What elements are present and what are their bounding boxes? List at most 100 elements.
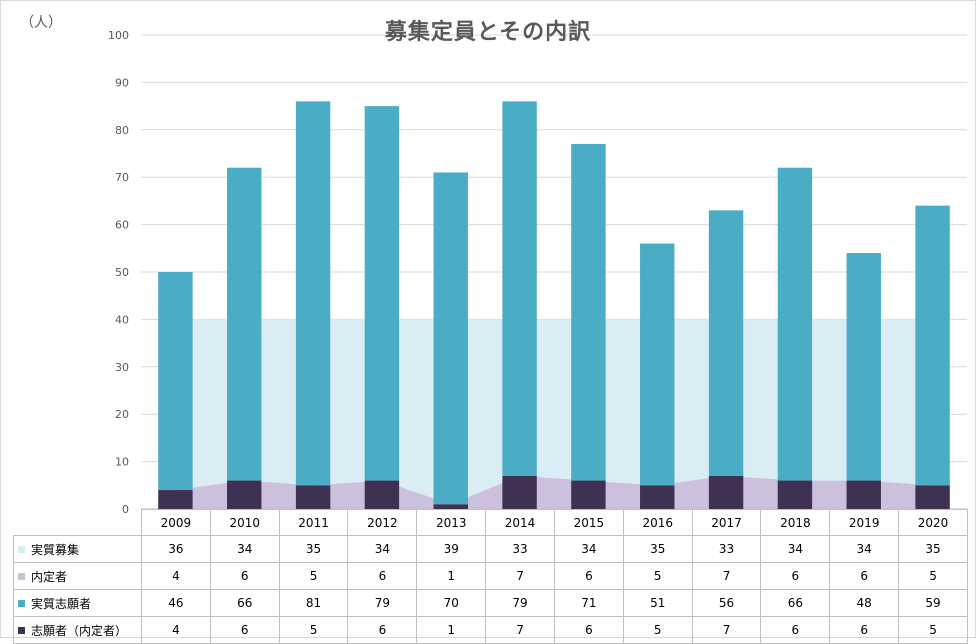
- data-label: 4: [141, 562, 211, 590]
- data-label: 48: [829, 589, 900, 617]
- chart-title: 募集定員とその内訳: [384, 20, 592, 45]
- x-tick-label: 2019: [829, 509, 900, 536]
- x-tick-label: 2011: [278, 509, 349, 536]
- bar-shigansha-naiteisha: [846, 480, 881, 509]
- area-jisshitsu-boshu: [175, 319, 933, 505]
- legend-label: 実質志願者: [31, 596, 92, 611]
- bar-jisshitsu-shigansha: [571, 144, 606, 481]
- data-label: 6: [760, 562, 831, 590]
- x-tick-label: 2014: [485, 509, 555, 536]
- table-corner: [13, 509, 142, 536]
- data-label: 59: [898, 589, 968, 617]
- data-label: 7: [691, 562, 762, 590]
- data-label: 81: [278, 589, 349, 617]
- table-row: 内定者 4 6 5 6 1 7 6 5 7 6 6 5: [13, 562, 968, 590]
- y-tick-label: 50: [115, 266, 129, 279]
- legend-entry: 志願者（内定者）: [13, 616, 142, 644]
- x-tick-label: 2017: [691, 509, 762, 536]
- data-label: 5: [278, 562, 349, 590]
- data-label: 70: [416, 589, 487, 617]
- data-label: 35: [278, 535, 349, 563]
- data-label: 35: [622, 535, 693, 563]
- data-label: 5: [622, 562, 693, 590]
- x-tick-label: 2012: [347, 509, 418, 536]
- data-label: 6: [829, 562, 900, 590]
- x-tick-label: 2020: [898, 509, 968, 536]
- legend-entry: 実質志願者: [13, 589, 142, 617]
- legend-label: 志願者（内定者）: [31, 623, 128, 638]
- y-tick-label: 30: [115, 361, 129, 374]
- legend-swatch: [18, 545, 25, 553]
- x-tick-label: 2013: [416, 509, 487, 536]
- data-label: 1: [416, 562, 487, 590]
- bar-shigansha-naiteisha: [640, 485, 675, 509]
- x-tick-label: 2009: [141, 509, 211, 536]
- legend-swatch: [18, 626, 25, 634]
- data-label: 6: [209, 562, 280, 590]
- data-label: 66: [760, 589, 831, 617]
- table-row: 実質志願者 46 66 81 79 70 79 71 51 56 66 48 59: [13, 589, 968, 617]
- bar-jisshitsu-shigansha: [915, 205, 950, 486]
- y-axis-unit-label: （人）: [20, 15, 62, 31]
- data-label: 6: [347, 562, 418, 590]
- bar-jisshitsu-shigansha: [640, 243, 675, 486]
- data-label: 5: [898, 616, 968, 644]
- data-label: 79: [485, 589, 555, 617]
- data-label: 33: [691, 535, 762, 563]
- data-label: 39: [416, 535, 487, 563]
- bar-shigansha-naiteisha: [708, 475, 744, 509]
- data-label: 46: [141, 589, 211, 617]
- bar-jisshitsu-shigansha: [708, 210, 744, 476]
- x-tick-label: 2010: [209, 509, 280, 536]
- x-tick-label: 2018: [760, 509, 831, 536]
- data-label: 4: [141, 616, 211, 644]
- data-label: 56: [691, 589, 762, 617]
- data-label: 34: [209, 535, 280, 563]
- data-label: 1: [416, 616, 487, 644]
- x-tick-label: 2016: [622, 509, 693, 536]
- data-label: 34: [760, 535, 831, 563]
- legend-entry: 実質募集: [13, 535, 142, 563]
- bar-jisshitsu-shigansha: [158, 272, 193, 491]
- area-naiteisha: [175, 475, 933, 509]
- data-label: 33: [485, 535, 555, 563]
- data-label: 51: [622, 589, 693, 617]
- y-tick-label: 80: [115, 124, 129, 137]
- data-label: 7: [691, 616, 762, 644]
- data-label: 6: [829, 616, 900, 644]
- y-tick-label: 10: [115, 456, 129, 469]
- y-tick-label: 60: [115, 219, 129, 232]
- data-table: 2009 2010 2011 2012 2013 2014 2015 2016 2017 2018…: [13, 509, 968, 644]
- legend-label: 実質募集: [31, 542, 80, 557]
- data-label: 34: [829, 535, 900, 563]
- data-label: 5: [622, 616, 693, 644]
- legend-entry: 内定者: [13, 562, 142, 590]
- bar-jisshitsu-shigansha: [502, 101, 537, 476]
- data-label: 6: [347, 616, 418, 644]
- data-label: 5: [898, 562, 968, 590]
- data-label: 35: [898, 535, 968, 563]
- bar-shigansha-naiteisha: [295, 485, 331, 509]
- bar-shigansha-naiteisha: [502, 475, 537, 509]
- data-label: 71: [553, 589, 624, 617]
- bar-shigansha-naiteisha: [227, 480, 262, 509]
- data-label: 34: [347, 535, 418, 563]
- bar-jisshitsu-shigansha: [433, 172, 468, 505]
- y-tick-label: 100: [108, 29, 129, 42]
- data-label: 6: [553, 562, 624, 590]
- data-label: 6: [553, 616, 624, 644]
- data-label: 6: [209, 616, 280, 644]
- bar-shigansha-naiteisha: [364, 480, 400, 509]
- bar-jisshitsu-shigansha: [295, 101, 331, 486]
- legend-swatch: [18, 572, 25, 580]
- data-label: 36: [141, 535, 211, 563]
- y-tick-label: 20: [115, 408, 129, 421]
- data-label: 7: [485, 616, 555, 644]
- legend-swatch: [18, 599, 25, 607]
- data-label: 66: [209, 589, 280, 617]
- data-label: 5: [278, 616, 349, 644]
- bar-jisshitsu-shigansha: [364, 106, 400, 481]
- data-label: 79: [347, 589, 418, 617]
